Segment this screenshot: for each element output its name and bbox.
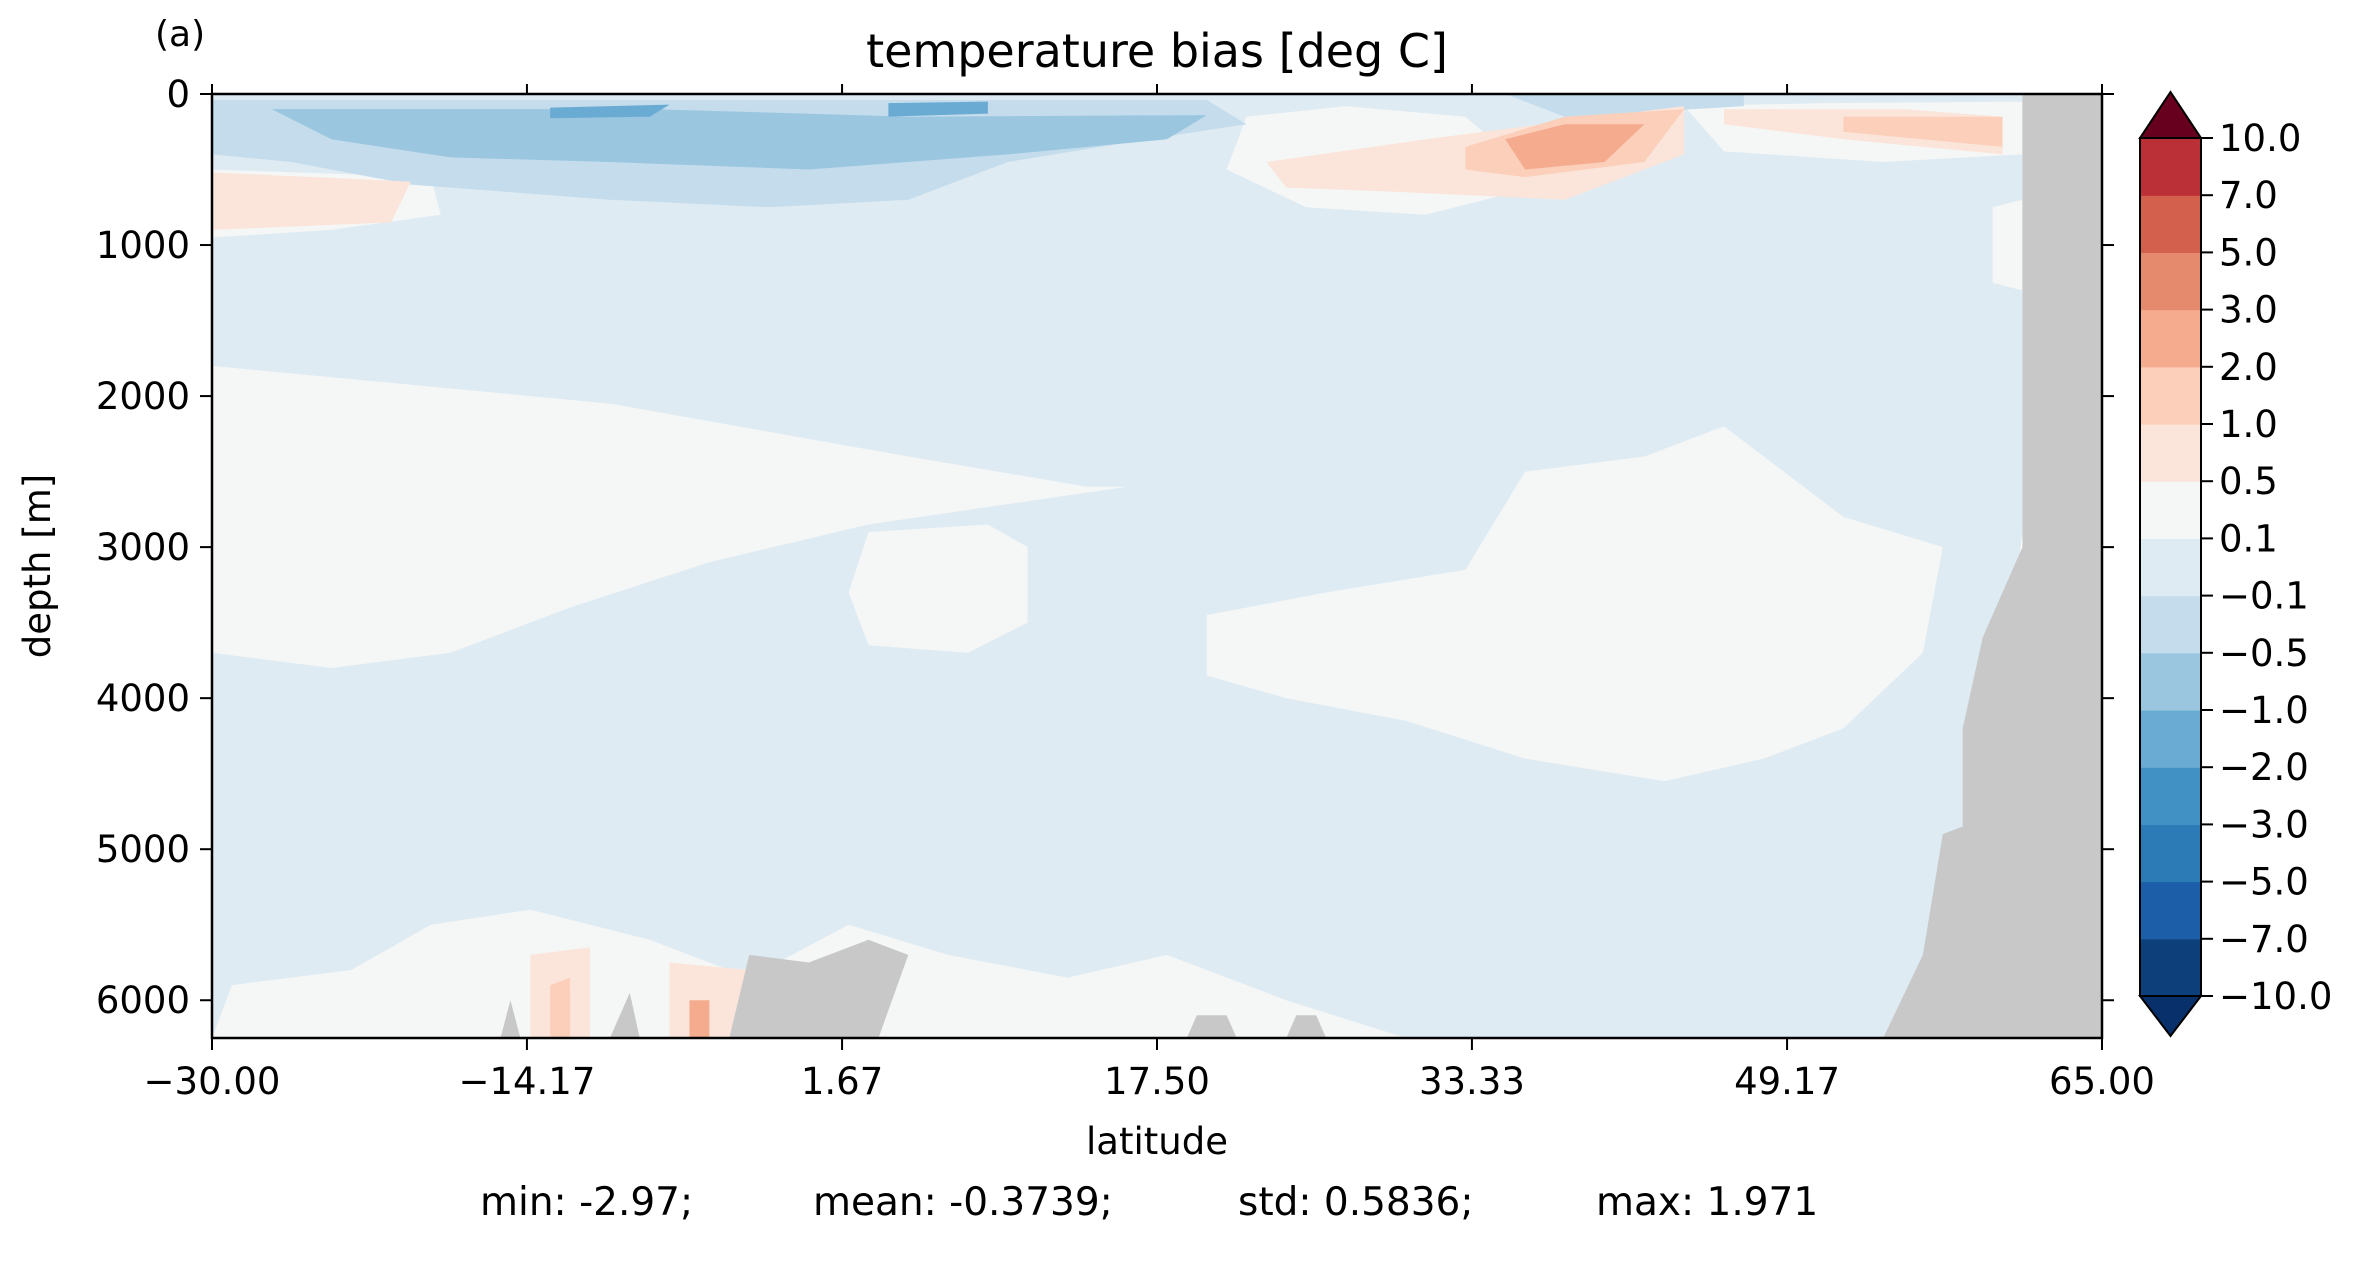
x-tick-label: 17.50	[1104, 1060, 1210, 1103]
colorbar-swatch	[2140, 138, 2201, 196]
stats-line: min: -2.97; mean: -0.3739; std: 0.5836; …	[0, 1180, 2362, 1240]
temperature-bias-field	[212, 94, 2023, 1038]
colorbar-tick-label: 1.0	[2219, 403, 2278, 446]
colorbar-tick-label: −5.0	[2219, 861, 2309, 904]
panel-label: (a)	[155, 14, 205, 55]
colorbar-swatch	[2140, 538, 2201, 597]
bias-region-14	[212, 172, 411, 230]
y-tick-label: 2000	[96, 375, 190, 418]
x-tick-label: 65.00	[2049, 1060, 2155, 1103]
y-tick-label: 3000	[96, 526, 190, 569]
bias-region-13	[888, 101, 988, 117]
x-tick-label: −30.00	[144, 1060, 281, 1103]
stat-max: max: 1.971	[1596, 1180, 1819, 1225]
colorbar-tick-label: −7.0	[2219, 918, 2309, 961]
colorbar-tick-label: 7.0	[2219, 174, 2278, 217]
x-axis-label: latitude	[1086, 1120, 1228, 1163]
bias-region-21	[550, 977, 571, 1038]
colorbar-tick-label: 0.1	[2219, 517, 2278, 560]
x-tick-label: −14.17	[458, 1060, 595, 1103]
bias-region-20	[1843, 116, 2003, 147]
x-axis: −30.00 −14.17 1.67 17.50 33.33 49.17 65.00	[144, 84, 2155, 1103]
stat-min: min: -2.97;	[480, 1180, 694, 1225]
colorbar-swatch	[2140, 595, 2201, 654]
bathymetry-mask	[500, 94, 2102, 1038]
x-tick-label: 33.33	[1419, 1060, 1525, 1103]
land-mask-3	[500, 1000, 521, 1038]
y-tick-label: 6000	[96, 979, 190, 1022]
land-mask-5	[1286, 1015, 1327, 1038]
y-tick-label: 4000	[96, 677, 190, 720]
bias-region-12	[550, 104, 670, 119]
colorbar-swatch	[2140, 195, 2201, 253]
colorbar-over-arrow	[2138, 90, 2203, 139]
colorbar-swatch	[2140, 652, 2201, 711]
colorbar-tick-label: 5.0	[2219, 231, 2278, 274]
colorbar-under-arrow	[2137, 995, 2204, 1038]
y-tick-label: 1000	[96, 224, 190, 267]
x-tick-label: 49.17	[1734, 1060, 1840, 1103]
y-tick-label: 0	[166, 73, 190, 116]
bias-region-2	[848, 524, 1028, 653]
bias-region-8	[1992, 199, 2023, 291]
bias-region-0	[212, 94, 2023, 1038]
bias-region-23	[689, 1000, 710, 1038]
y-tick-label: 5000	[96, 828, 190, 871]
colorbar-swatch	[2140, 824, 2201, 883]
bias-region-22	[1505, 124, 1645, 170]
bias-region-1	[212, 365, 1128, 668]
colorbar-tick-label: 2.0	[2219, 346, 2278, 389]
x-tick-label: 1.67	[801, 1060, 883, 1103]
land-mask-4	[1186, 1015, 1237, 1038]
chart-title: temperature bias [deg C]	[866, 24, 1448, 78]
colorbar: −10.0 −7.0 −5.0 −3.0 −2.0 −1.0 −0.5 −0.1 0.1 0.5 1…	[2137, 90, 2332, 1038]
land-mask-0	[1883, 94, 2102, 1038]
y-axis: 0 1000 2000 3000 4000 5000 6000	[96, 73, 2114, 1022]
colorbar-swatch	[2140, 881, 2201, 940]
stat-mean: mean: -0.3739;	[813, 1180, 1113, 1225]
colorbar-tick-label: 10.0	[2219, 117, 2301, 160]
colorbar-tick-label: −0.1	[2219, 575, 2309, 618]
colorbar-tick-label: −3.0	[2219, 803, 2309, 846]
y-axis-label: depth [m]	[16, 474, 59, 658]
colorbar-tick-label: −1.0	[2219, 689, 2309, 732]
colorbar-swatch	[2140, 481, 2201, 539]
colorbar-swatch	[2140, 710, 2201, 768]
colorbar-tick-label: −2.0	[2219, 746, 2309, 789]
colorbar-tick-label: −0.5	[2219, 632, 2309, 675]
land-mask-1	[729, 939, 909, 1038]
land-mask-2	[609, 992, 640, 1038]
bias-region-11	[271, 109, 1207, 170]
colorbar-swatch	[2140, 252, 2201, 311]
bias-region-3	[1206, 426, 1943, 782]
bias-region-10	[1505, 94, 1744, 117]
colorbar-swatch	[2140, 424, 2201, 482]
colorbar-frame	[2139, 137, 2202, 997]
colorbar-swatch	[2140, 309, 2201, 368]
colorbar-swatch	[2140, 938, 2201, 997]
stat-std: std: 0.5836;	[1238, 1180, 1474, 1225]
colorbar-swatch	[2140, 767, 2201, 825]
colorbar-tick-label: 3.0	[2219, 289, 2278, 332]
colorbar-tick-label: 0.5	[2219, 460, 2278, 503]
colorbar-tick-label: −10.0	[2219, 975, 2332, 1018]
colorbar-swatch	[2140, 366, 2201, 425]
